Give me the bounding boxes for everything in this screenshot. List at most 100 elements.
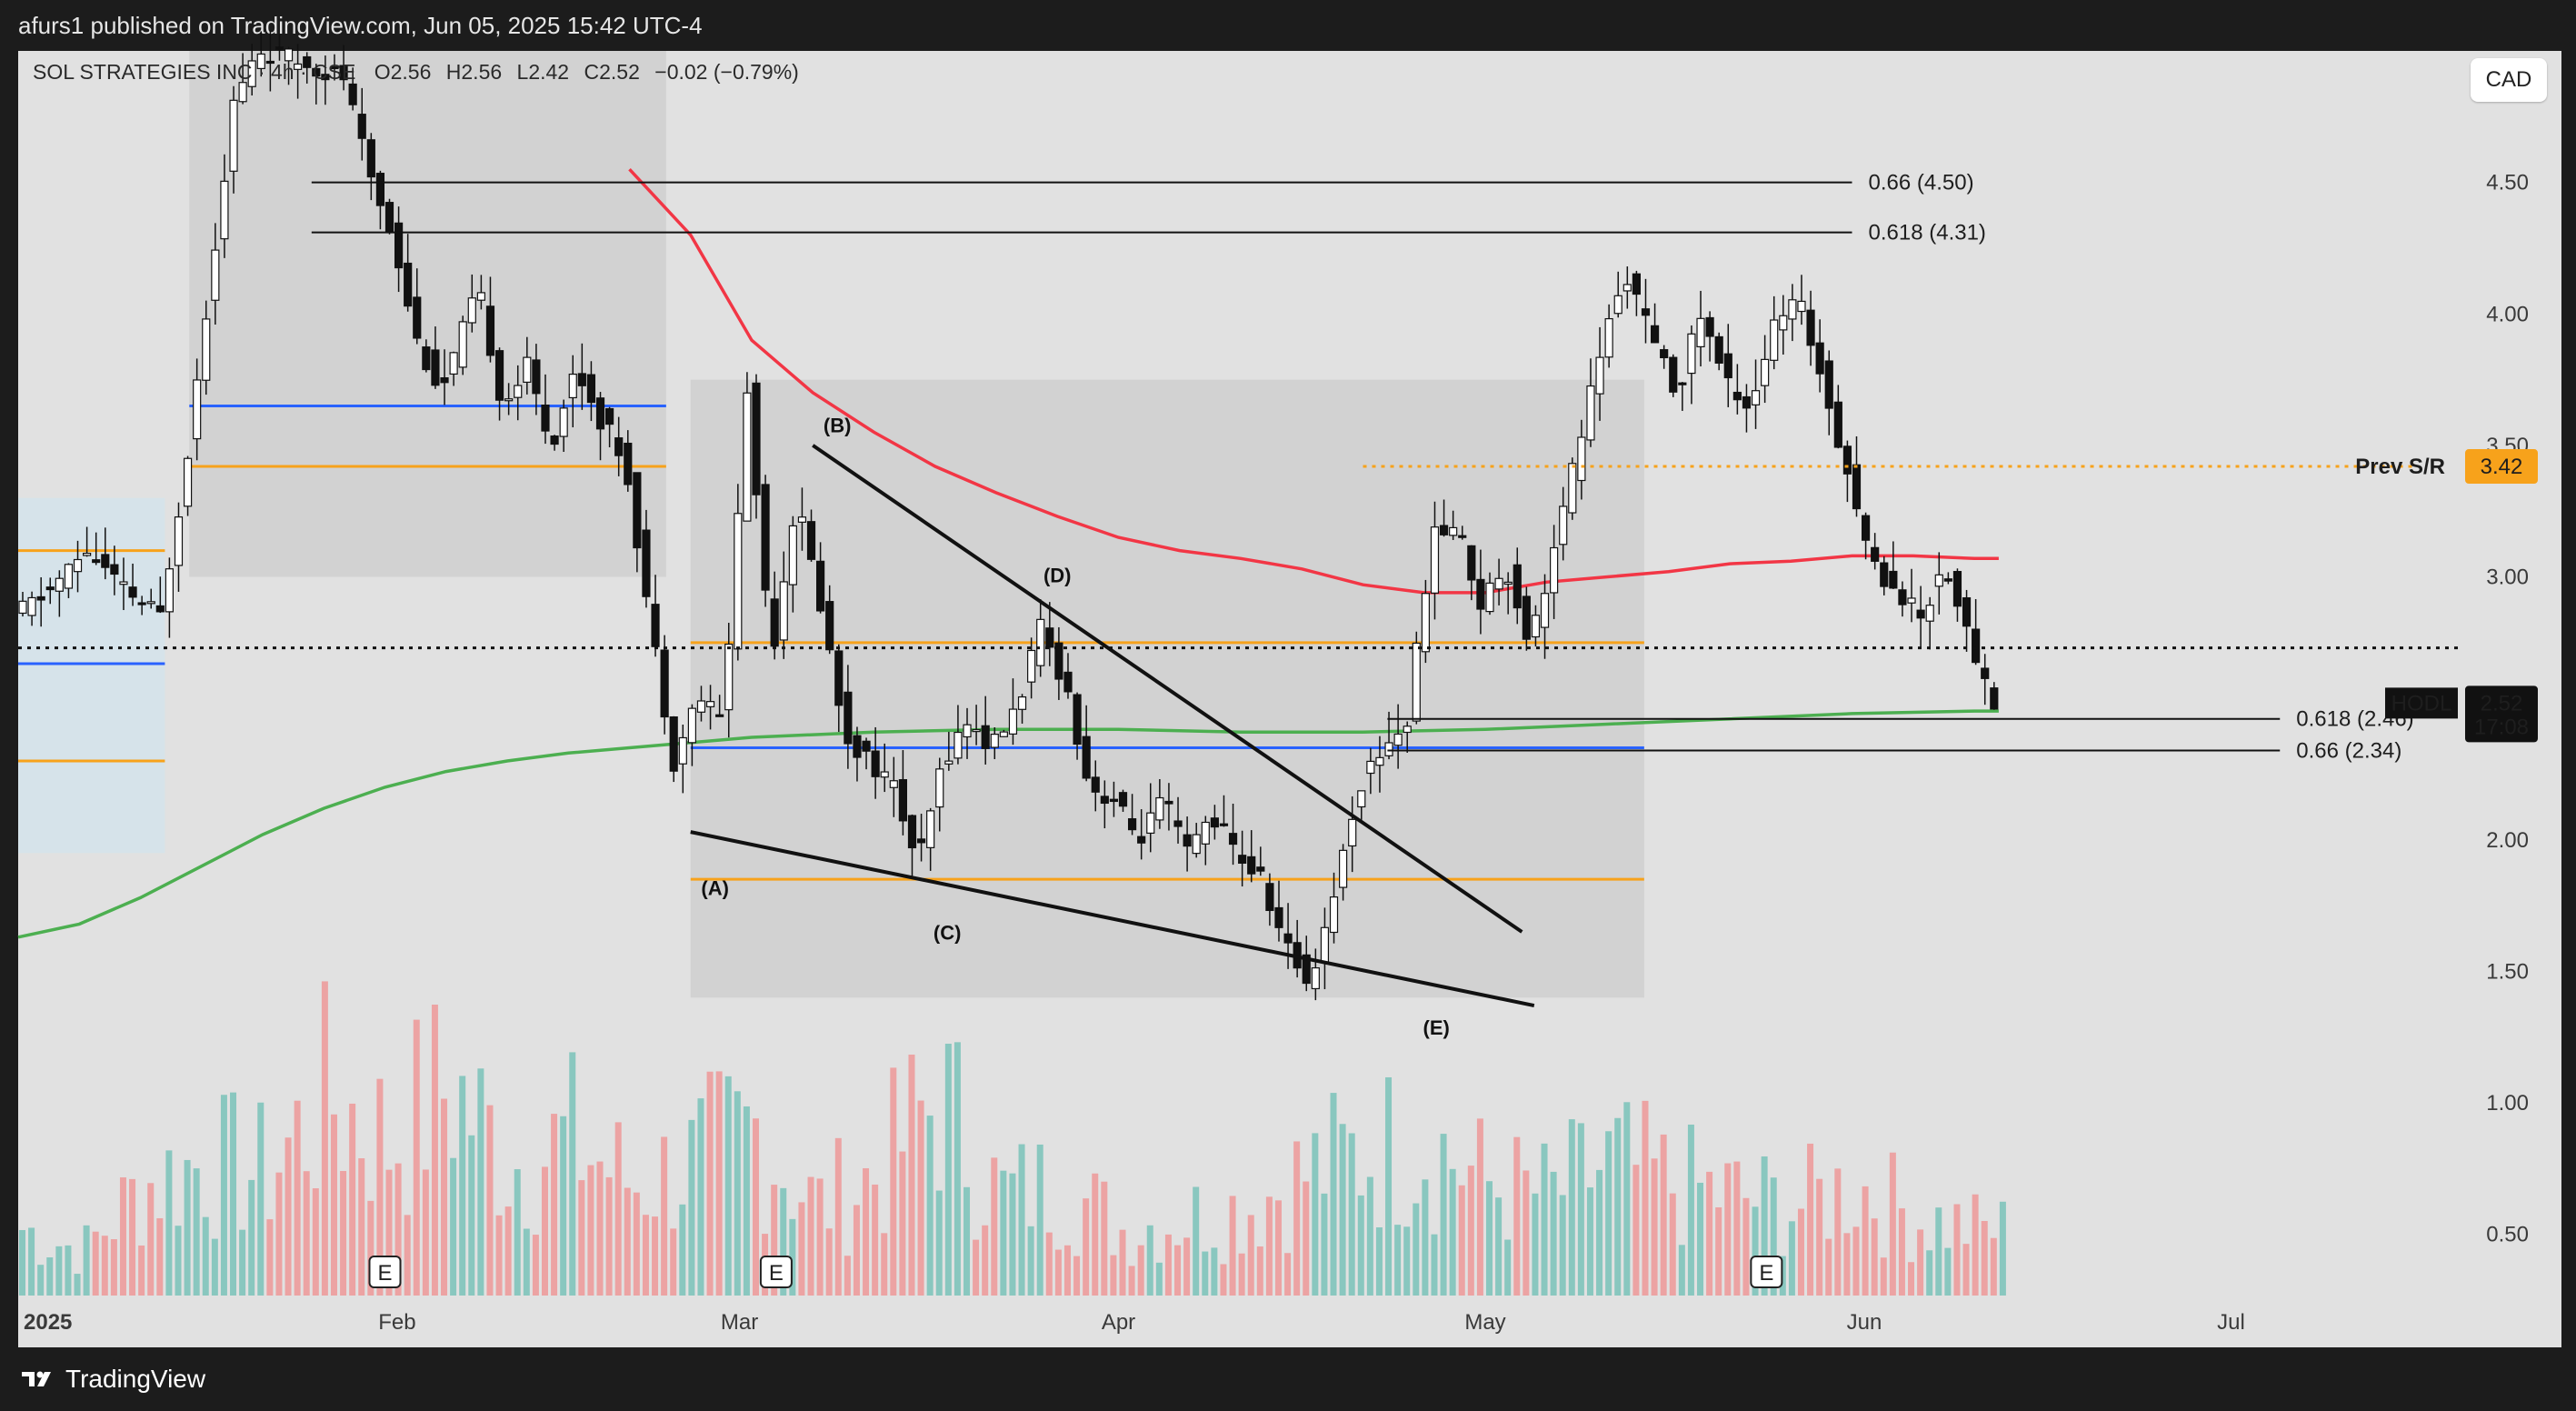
candle-body	[715, 714, 724, 717]
volume-bar	[367, 1200, 374, 1296]
candle-body	[1577, 436, 1586, 482]
candle-body	[1779, 315, 1788, 331]
volume-bar	[92, 1231, 99, 1296]
candle-body	[1384, 742, 1393, 756]
earnings-marker[interactable]: E	[759, 1256, 793, 1288]
volume-bar	[1678, 1245, 1685, 1296]
candle-body	[871, 750, 880, 777]
volume-bar	[523, 1228, 530, 1296]
currency-button[interactable]: CAD	[2471, 58, 2547, 102]
candle-body	[1183, 834, 1192, 847]
candle-body	[202, 318, 211, 381]
trendline[interactable]	[812, 444, 1523, 934]
candle-body	[1118, 792, 1128, 807]
volume-bar	[1953, 1204, 1961, 1296]
volume-bar	[450, 1157, 457, 1296]
price-tag[interactable]: 3.42	[2465, 449, 2538, 485]
earnings-marker-text: E	[1759, 1261, 1773, 1286]
earnings-marker[interactable]: E	[368, 1256, 402, 1288]
volume-bar	[1843, 1233, 1851, 1296]
legend-exchange: CSE	[313, 60, 356, 84]
candle-body	[752, 382, 761, 495]
candle-body	[476, 292, 485, 301]
volume-bar	[1660, 1134, 1667, 1296]
volume-bar	[441, 1098, 448, 1296]
earnings-marker-text: E	[377, 1261, 392, 1286]
candle-body	[779, 581, 788, 641]
volume-bar	[1513, 1136, 1521, 1296]
candle-body	[1485, 582, 1494, 613]
y-tick-label: 0.50	[2486, 1223, 2529, 1247]
volume-bar	[532, 1235, 539, 1296]
candle-body	[825, 601, 834, 651]
candle-body	[375, 173, 385, 206]
volume-bar	[1229, 1196, 1236, 1296]
volume-bar	[431, 1005, 438, 1296]
volume-bar	[138, 1245, 145, 1296]
volume-bar	[1193, 1186, 1200, 1296]
volume-bar	[294, 1100, 301, 1296]
volume-bar	[1550, 1171, 1557, 1296]
volume-bar	[1256, 1246, 1263, 1296]
volume-bar	[1293, 1141, 1301, 1296]
volume-bar	[917, 1100, 924, 1296]
price-tag-box	[2465, 685, 2538, 743]
candle-body	[193, 379, 202, 440]
candle-body	[972, 729, 981, 733]
trendline[interactable]	[690, 830, 1535, 1007]
volume-bar	[303, 1171, 310, 1296]
tradingview-logo[interactable]: TradingView	[20, 1365, 205, 1394]
candle-body	[1063, 671, 1073, 693]
candle-body	[1761, 358, 1770, 386]
volume-bar	[358, 1158, 365, 1296]
symbol-legend[interactable]: SOL STRATEGIES INC · 4h · CSE O2.56 H2.5…	[33, 60, 799, 85]
volume-bar	[1303, 1181, 1310, 1296]
volume-bar	[1265, 1196, 1273, 1296]
candle-body	[1082, 736, 1091, 779]
volume-bar	[1852, 1226, 1860, 1296]
candle-body	[504, 398, 514, 402]
volume-bar	[1312, 1133, 1319, 1296]
candle-body	[954, 731, 963, 759]
volume-bar	[578, 1180, 585, 1296]
volume-bar	[1972, 1194, 1979, 1296]
volume-bar	[1944, 1247, 1952, 1296]
candle-body	[1503, 581, 1513, 585]
hodl-label[interactable]: HODL	[2385, 687, 2458, 719]
earnings-marker[interactable]: E	[1750, 1256, 1783, 1288]
candle-body	[1815, 342, 1824, 375]
volume-bar	[1348, 1133, 1355, 1296]
volume-bar	[1642, 1100, 1649, 1296]
volume-bar	[1788, 1221, 1795, 1296]
candle-body	[806, 521, 816, 560]
volume-bar	[798, 1202, 805, 1296]
candle-body	[1219, 823, 1229, 826]
tradingview-brand: TradingView	[65, 1365, 206, 1393]
volume-bar	[1009, 1173, 1016, 1296]
candle-body	[1127, 818, 1137, 831]
candle-body	[247, 60, 256, 87]
candle-body	[467, 297, 476, 324]
candle-body	[1073, 694, 1082, 746]
publish-text: afurs1 published on TradingView.com, Jun…	[18, 12, 703, 39]
candle-body	[330, 65, 339, 70]
volume-bar	[844, 1256, 851, 1296]
candle-body	[1880, 562, 1889, 587]
legend-sep: ·	[257, 60, 271, 84]
earnings-marker-box	[759, 1256, 793, 1288]
volume-bar	[679, 1204, 686, 1296]
volume-bar	[1770, 1177, 1777, 1296]
labels-layer: (A) (B) (C) (D) (E) E E E	[368, 414, 1783, 1288]
x-tick-label: Jun	[1847, 1310, 1882, 1335]
candle-body	[458, 321, 467, 368]
candle-body	[64, 564, 74, 589]
candle-body	[1045, 627, 1054, 648]
volume-bar	[74, 1274, 81, 1296]
volume-bar	[825, 1228, 833, 1296]
volume-bar	[1101, 1181, 1108, 1296]
volume-bar	[376, 1078, 384, 1296]
y-tick-label: 2.00	[2486, 828, 2529, 853]
volume-bar	[1862, 1186, 1869, 1296]
